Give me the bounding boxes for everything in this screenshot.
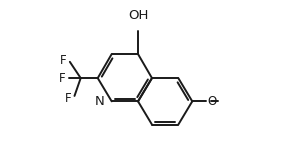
Text: OH: OH	[128, 9, 148, 22]
Text: O: O	[207, 95, 216, 108]
Text: N: N	[95, 95, 105, 108]
Text: F: F	[60, 54, 67, 67]
Text: F: F	[59, 72, 66, 85]
Text: F: F	[65, 92, 71, 105]
